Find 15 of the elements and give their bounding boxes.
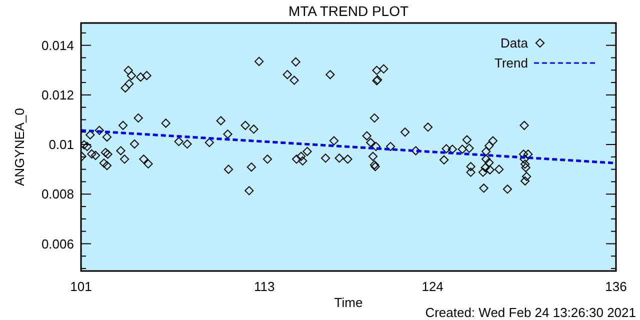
x-tick-label: 124 — [422, 279, 444, 294]
y-tick-label: 0.014 — [41, 38, 74, 53]
x-tick-label: 113 — [254, 279, 275, 294]
legend-label: Data — [500, 36, 529, 51]
x-tick-label: 101 — [70, 279, 92, 294]
legend-label: Trend — [494, 56, 528, 71]
x-axis-title: Time — [334, 295, 363, 310]
y-tick-label: 0.012 — [41, 87, 74, 102]
y-tick-label: 0.01 — [48, 137, 74, 152]
chart-title: MTA TREND PLOT — [288, 3, 409, 19]
y-tick-label: 0.006 — [41, 236, 74, 252]
x-tick-label: 136 — [605, 279, 627, 294]
y-axis-title: ANGYNEA_0 — [12, 108, 27, 186]
text: Created: Wed Feb 24 13:26:30 2021 — [425, 305, 636, 320]
y-tick-label: 0.008 — [41, 186, 74, 202]
